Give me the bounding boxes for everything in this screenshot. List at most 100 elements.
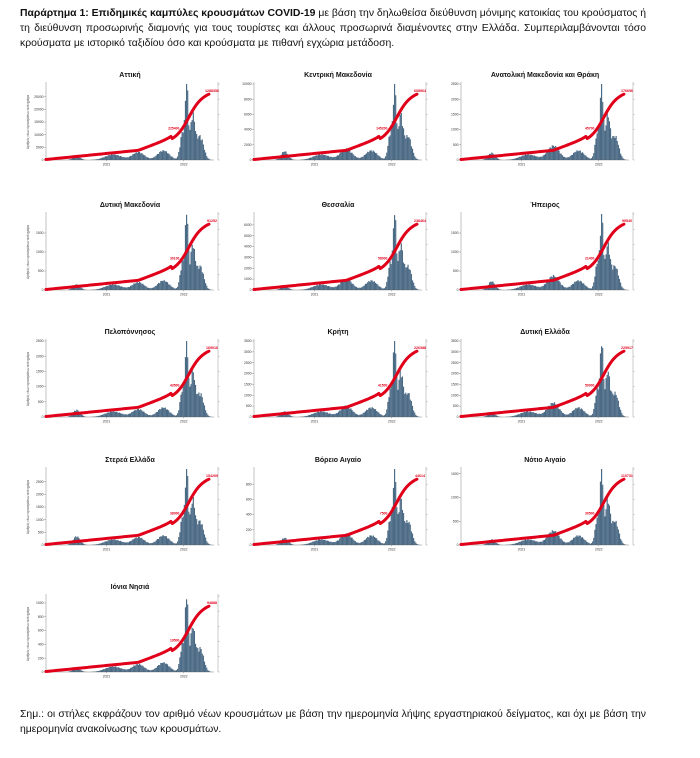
bar bbox=[496, 287, 499, 290]
bar bbox=[99, 543, 101, 545]
bar bbox=[369, 281, 371, 290]
bar bbox=[156, 539, 159, 545]
bar bbox=[123, 287, 125, 290]
bar bbox=[290, 158, 293, 160]
bar bbox=[178, 282, 180, 290]
y-tick-label: 4000 bbox=[244, 245, 252, 249]
bar bbox=[484, 416, 486, 417]
bar bbox=[303, 289, 305, 290]
bar bbox=[305, 158, 307, 160]
bar bbox=[77, 156, 79, 160]
bar bbox=[520, 413, 522, 417]
bar bbox=[389, 261, 391, 290]
bar bbox=[177, 668, 179, 672]
bar bbox=[142, 539, 144, 545]
bar bbox=[606, 112, 608, 160]
bar bbox=[376, 411, 378, 417]
bar bbox=[623, 159, 625, 160]
bar bbox=[126, 542, 128, 545]
bar bbox=[134, 153, 136, 160]
bar bbox=[575, 536, 577, 545]
bar bbox=[102, 414, 104, 417]
bar bbox=[408, 521, 410, 545]
bar bbox=[553, 402, 556, 417]
bar bbox=[587, 542, 589, 545]
bar bbox=[191, 369, 193, 417]
chart-title: Δυτική Μακεδονία bbox=[100, 202, 161, 209]
bar bbox=[189, 129, 191, 160]
bar bbox=[524, 284, 527, 290]
bar bbox=[345, 406, 348, 417]
y-tick-label: 1000 bbox=[451, 393, 459, 397]
bar bbox=[290, 416, 293, 417]
bar bbox=[548, 405, 550, 417]
bar bbox=[355, 286, 358, 290]
bar bbox=[170, 667, 172, 672]
bar-series bbox=[482, 346, 627, 417]
y-tick-label: 2500 bbox=[451, 361, 459, 365]
bar bbox=[593, 153, 595, 160]
bar bbox=[380, 542, 382, 545]
bar bbox=[159, 151, 161, 160]
bar bbox=[314, 412, 316, 417]
bar bbox=[115, 411, 117, 417]
bar bbox=[372, 150, 374, 160]
bar bbox=[144, 540, 146, 545]
bar-series bbox=[67, 84, 212, 160]
bar bbox=[616, 269, 618, 290]
bar bbox=[277, 415, 279, 417]
bar bbox=[334, 156, 336, 160]
bar bbox=[100, 543, 103, 545]
bar bbox=[565, 414, 567, 417]
bar bbox=[134, 665, 136, 672]
bar-series bbox=[482, 469, 627, 545]
bar bbox=[598, 511, 600, 545]
cumulative-end-label: 225917 bbox=[621, 346, 633, 350]
bar bbox=[70, 414, 72, 417]
bar bbox=[77, 668, 79, 672]
bar bbox=[623, 415, 625, 417]
bar bbox=[107, 155, 109, 160]
bar bbox=[137, 664, 140, 672]
bar bbox=[137, 151, 140, 160]
bar bbox=[310, 542, 312, 545]
bar bbox=[599, 235, 602, 290]
bar bbox=[163, 536, 165, 545]
bar bbox=[568, 286, 570, 290]
bar bbox=[303, 416, 305, 417]
bar bbox=[555, 531, 557, 545]
bar bbox=[173, 543, 175, 545]
bar bbox=[354, 413, 356, 417]
bar bbox=[306, 158, 308, 160]
bar bbox=[325, 155, 327, 160]
bar bbox=[521, 286, 523, 290]
bar bbox=[620, 538, 622, 545]
chart-panel: Ανατολική Μακεδονία και Θράκη 0 500 1000 150… bbox=[437, 70, 642, 170]
bar bbox=[318, 539, 321, 545]
bar bbox=[616, 397, 618, 417]
bar bbox=[329, 541, 331, 545]
bar bbox=[331, 542, 333, 545]
bar bbox=[206, 412, 208, 417]
bar bbox=[177, 286, 179, 290]
bar bbox=[320, 539, 322, 545]
bar bbox=[114, 154, 116, 160]
chart-title: Κεντρική Μακεδονία bbox=[304, 72, 373, 79]
bar bbox=[161, 663, 163, 672]
bar bbox=[348, 280, 350, 290]
bar bbox=[573, 537, 575, 545]
bar bbox=[127, 669, 129, 672]
bar bbox=[360, 157, 362, 160]
bar bbox=[546, 536, 548, 545]
bar bbox=[196, 394, 198, 417]
chart-panel: Δυτική Ελλάδα 0 500 1000 1500 2000 2500 3000 350… bbox=[437, 327, 642, 427]
bar bbox=[149, 670, 151, 672]
bar bbox=[143, 285, 145, 290]
bar bbox=[357, 287, 359, 290]
bar bbox=[580, 537, 583, 545]
bar bbox=[308, 414, 311, 417]
bar bbox=[112, 666, 114, 672]
chart-title: Πελοπόννησος bbox=[105, 328, 156, 336]
